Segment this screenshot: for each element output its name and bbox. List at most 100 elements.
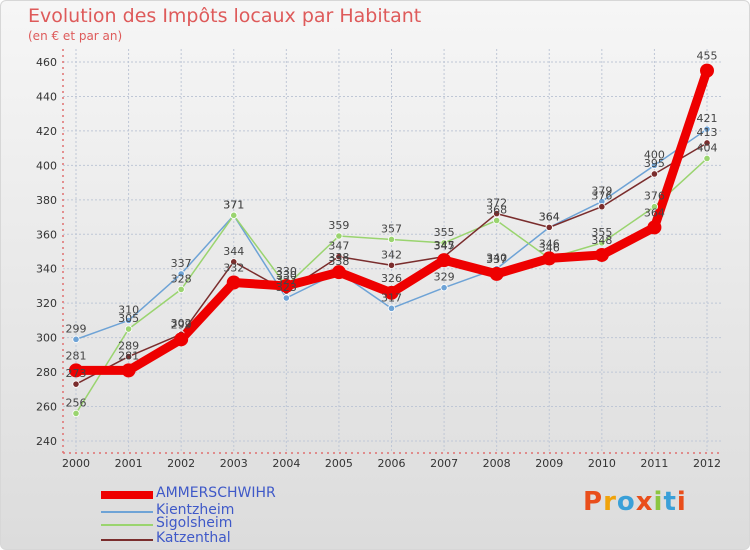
data-label: 338 bbox=[328, 251, 349, 264]
data-point bbox=[72, 335, 80, 343]
data-label: 364 bbox=[539, 210, 560, 223]
x-tick-label: 2006 bbox=[378, 457, 406, 470]
x-tick-labels: 2000 2001 2002 2003 2004 2005 2006 2007 2008 2009… bbox=[62, 457, 721, 470]
data-label: 379 bbox=[591, 185, 612, 198]
x-tick-label: 2002 bbox=[167, 457, 195, 470]
logo-letter: t bbox=[663, 487, 677, 517]
data-point bbox=[594, 247, 609, 262]
data-point bbox=[387, 261, 396, 269]
data-label: 329 bbox=[434, 271, 455, 284]
x-tick-label: 2009 bbox=[535, 457, 563, 470]
data-label: 299 bbox=[171, 318, 192, 331]
data-point bbox=[493, 210, 501, 218]
data-label: 326 bbox=[381, 272, 402, 285]
data-point bbox=[650, 203, 659, 211]
series-points bbox=[69, 63, 714, 418]
proxiti-logo: Proxiti bbox=[583, 487, 687, 517]
data-point bbox=[650, 161, 659, 169]
data-point bbox=[440, 284, 448, 292]
data-point bbox=[124, 325, 133, 333]
legend-swatch bbox=[101, 524, 153, 526]
data-label: 395 bbox=[644, 157, 665, 170]
data-point bbox=[121, 363, 136, 378]
data-label: 344 bbox=[223, 245, 244, 258]
data-point bbox=[282, 294, 290, 302]
data-label: 404 bbox=[697, 141, 718, 154]
data-label: 348 bbox=[591, 234, 612, 247]
chart-subtitle: (en € et par an) bbox=[28, 29, 123, 43]
y-tick-label: 460 bbox=[36, 56, 57, 69]
data-label: 281 bbox=[118, 349, 139, 362]
y-tick-label: 300 bbox=[36, 332, 57, 345]
y-tick-labels: 240 260 280 300 320 340 360 380 400 420 440 460 bbox=[36, 56, 57, 448]
y-tick-label: 280 bbox=[36, 366, 57, 379]
data-labels: 281 281 299 332 330 338 326 345 337 346 348 364 455 2… bbox=[66, 50, 718, 410]
data-point bbox=[72, 409, 80, 418]
data-label: 421 bbox=[697, 112, 718, 125]
x-tick-label: 2007 bbox=[430, 457, 458, 470]
data-point bbox=[437, 253, 452, 268]
y-tick-label: 400 bbox=[36, 159, 57, 172]
data-label: 364 bbox=[644, 206, 665, 219]
data-label: 355 bbox=[434, 226, 455, 239]
x-tick-label: 2012 bbox=[693, 457, 721, 470]
axes bbox=[62, 49, 723, 454]
y-tick-label: 420 bbox=[36, 125, 57, 138]
data-label: 330 bbox=[276, 265, 297, 278]
legend-swatch bbox=[101, 511, 153, 513]
data-point bbox=[124, 352, 133, 361]
y-tick-label: 320 bbox=[36, 297, 57, 310]
data-label: 376 bbox=[644, 190, 665, 203]
data-point bbox=[384, 285, 399, 300]
y-tick-label: 260 bbox=[36, 401, 57, 414]
data-point bbox=[72, 380, 80, 388]
data-label: 332 bbox=[223, 262, 244, 275]
data-label: 310 bbox=[118, 303, 139, 316]
data-label: 347 bbox=[434, 240, 455, 253]
x-tick-label: 2010 bbox=[588, 457, 616, 470]
data-label: 340 bbox=[486, 252, 507, 265]
data-label: 371 bbox=[223, 198, 244, 211]
data-label: 273 bbox=[66, 367, 87, 380]
data-point bbox=[440, 239, 448, 247]
data-label: 289 bbox=[118, 340, 139, 353]
logo-letter: r bbox=[603, 487, 617, 517]
x-tick-label: 2003 bbox=[220, 457, 248, 470]
logo-letter: i bbox=[653, 487, 664, 517]
data-point bbox=[230, 211, 238, 219]
data-label: 364 bbox=[539, 210, 560, 223]
y-tick-label: 360 bbox=[36, 228, 57, 241]
data-point bbox=[226, 275, 241, 290]
data-label: 330 bbox=[276, 269, 297, 282]
legend-swatch bbox=[101, 539, 153, 541]
data-point bbox=[545, 223, 553, 231]
data-label: 346 bbox=[539, 237, 560, 250]
y-tick-label: 440 bbox=[36, 90, 57, 103]
x-tick-label: 2005 bbox=[325, 457, 353, 470]
data-label: 281 bbox=[66, 349, 87, 362]
data-label: 317 bbox=[381, 291, 402, 304]
data-label: 305 bbox=[118, 312, 139, 325]
data-point bbox=[647, 220, 662, 235]
data-label: 302 bbox=[171, 317, 192, 330]
data-point bbox=[703, 139, 711, 147]
y-tick-label: 340 bbox=[36, 263, 57, 276]
data-point bbox=[331, 265, 346, 280]
data-label: 299 bbox=[66, 322, 87, 335]
data-point bbox=[700, 63, 714, 78]
data-label: 345 bbox=[434, 239, 455, 252]
legend-label: Sigolsheim bbox=[156, 515, 233, 531]
data-point bbox=[279, 278, 294, 293]
x-tick-label: 2001 bbox=[115, 457, 143, 470]
x-tick-label: 2004 bbox=[272, 457, 300, 470]
data-point bbox=[703, 125, 711, 133]
legend-label: Kientzheim bbox=[156, 502, 235, 518]
data-point bbox=[542, 251, 557, 266]
logo-letter: i bbox=[676, 487, 687, 517]
data-point bbox=[174, 332, 189, 347]
data-point bbox=[387, 304, 396, 312]
data-point bbox=[69, 363, 83, 378]
data-point bbox=[650, 170, 659, 178]
logo-letter: o bbox=[616, 487, 636, 517]
